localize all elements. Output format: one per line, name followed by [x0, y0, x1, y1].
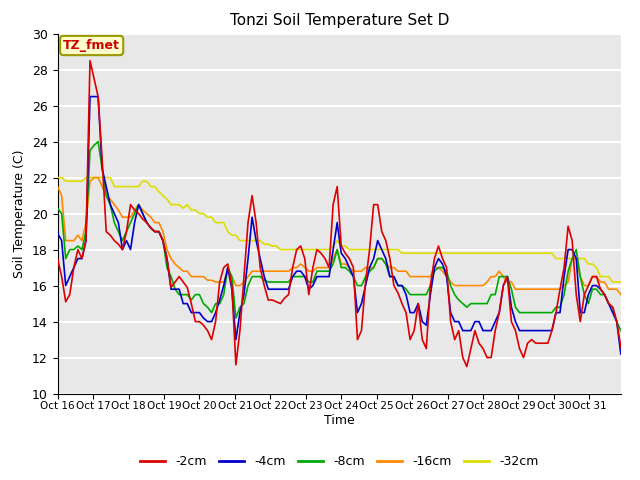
- Legend: -2cm, -4cm, -8cm, -16cm, -32cm: -2cm, -4cm, -8cm, -16cm, -32cm: [135, 450, 543, 473]
- Y-axis label: Soil Temperature (C): Soil Temperature (C): [13, 149, 26, 278]
- X-axis label: Time: Time: [324, 414, 355, 427]
- Text: TZ_fmet: TZ_fmet: [63, 39, 120, 52]
- Title: Tonzi Soil Temperature Set D: Tonzi Soil Temperature Set D: [230, 13, 449, 28]
